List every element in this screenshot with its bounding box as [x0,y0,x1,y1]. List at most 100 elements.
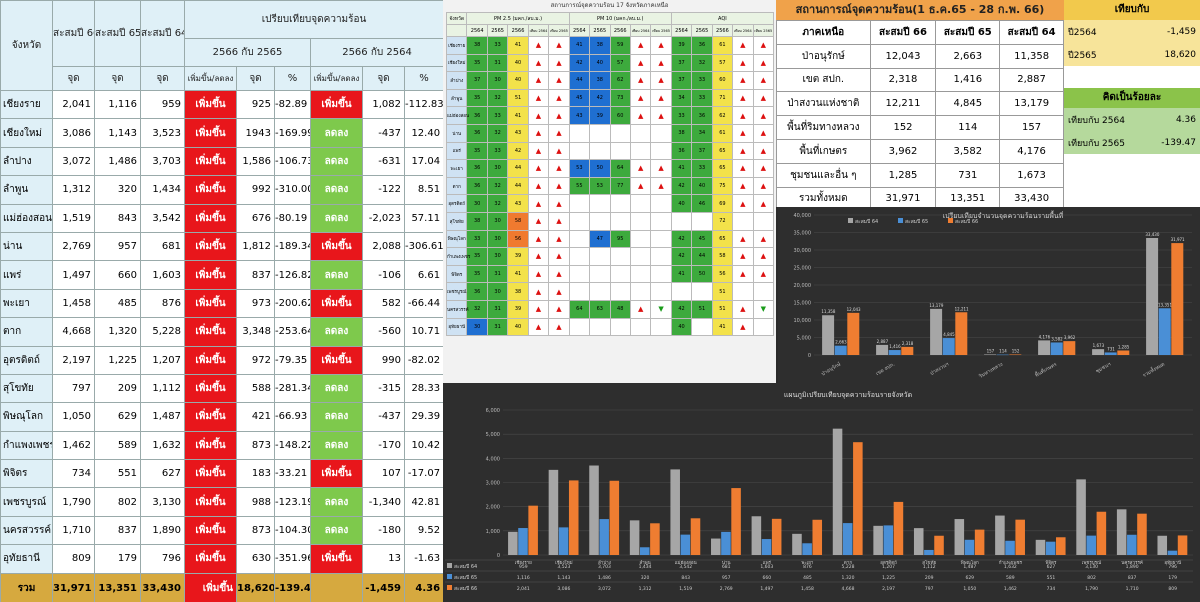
grid-value: 65 [711,141,734,161]
table-value: 2,041 [517,586,530,592]
table-value: 1,632 [1004,564,1017,570]
table-row: สุโขทัย 797 209 1,112 เพิ่มขึ้น 588 -281.34 ลดล… [0,373,443,404]
y-tick-label: 0 [808,353,811,359]
trend-up-icon: ▲ [548,264,570,284]
x-tick-label: ป่าสงวนฯ [929,361,950,377]
status-badge: ลดลง [310,118,363,148]
cell-y65: 209 [94,373,141,404]
trend-up-icon: ▲ [732,141,754,161]
cell-y65: 957 [94,231,141,262]
cell-diff: 1,082 [362,89,405,120]
table-value: 1,487 [963,564,976,570]
trend-up-icon: ▲ [527,282,550,301]
bar-0 [1035,539,1046,555]
grid-value: 44 [507,176,529,196]
cell-pct: -17.07 [403,459,443,489]
grid-empty [629,317,652,337]
trend-up-icon: ▲ [752,123,775,143]
grid-value: 57 [711,53,734,73]
trend-up-icon: ▲ [527,106,550,125]
grid-value [589,264,611,284]
table-value: 3,703 [598,564,611,570]
grid-value: 44 [507,159,529,178]
grid-value [589,317,611,337]
x-tick-label: ริมทางหลวง [978,360,1005,380]
bar-0 [548,469,559,555]
cell-diff: 421 [236,402,275,432]
grid-value: 36 [670,141,693,161]
bar-2 [568,480,579,555]
summary-header: สะสมปี 65 [935,20,1001,45]
status-badge: เพิ่มขึ้น [184,118,237,148]
bar-2 [974,529,985,555]
y-tick-label: 6,000 [486,408,500,414]
grid-value [568,317,591,337]
grid-row: นครสวรรค์ 32 31 39 ▲ ▲ 64 63 48 ▲ ▼ 42 51 51 ▲ ▼ [445,299,775,319]
table-category: นครสวรรค์ [1121,559,1143,566]
grid-value: 64 [609,159,631,178]
table-value: 3,072 [598,586,611,592]
grid-value: 58 [507,211,529,231]
table-value: 2,197 [882,586,895,592]
grid-value: 42 [589,88,611,108]
summary-row: รวมทั้งหมด 31,971 13,351 33,430 [776,186,1064,207]
cell-diff: -315 [362,373,405,404]
bar-0 [984,354,997,355]
cell-y66: 3,072 [52,146,95,177]
cell-y65: 179 [94,544,141,574]
grid-value: 36 [691,106,713,125]
bar-1 [942,338,955,355]
grid-empty [650,317,672,337]
grid-value: 33 [486,141,509,161]
y-tick-label: 5,000 [486,432,500,438]
province-name: อุตรดิตถ์ [0,345,53,375]
summary-value: 2,663 [935,43,1001,69]
grid-value: 39 [507,299,529,319]
cell-y64: 796 [140,544,185,574]
summary-value: 4,845 [935,91,1001,117]
grid-value: 61 [711,36,734,55]
trend-up-icon: ▲ [732,229,754,249]
bar-1 [680,534,691,555]
table-value: 957 [722,575,731,581]
grid-row: น่าน 36 32 43 ▲ ▲ 38 34 61 ▲ ▲ [445,123,775,143]
table-value: 876 [803,564,812,570]
bar-0 [589,465,599,555]
summary-value: 1,416 [935,67,1001,93]
table-value: 843 [681,575,690,581]
status-badge: เพิ่มขึ้น [184,544,237,574]
summary-header: ภาคเหนือ [776,20,871,45]
data-label: 152 [1012,348,1020,353]
bar-1 [1104,352,1117,355]
status-badge: ลดลง [310,430,363,461]
table-row: นครสวรรค์ 1,710 837 1,890 เพิ่มขึ้น 873 -104.3… [0,515,443,546]
cell-y66: 2,769 [52,231,95,262]
bar-2 [1096,511,1107,555]
grid-compare-label: เทียบ 2564 [527,24,550,37]
trend-up-icon: ▲ [527,159,550,178]
grid-value: 40 [507,317,529,337]
province-comparison-chart: แผนภูมิเปรียบเทียบจุดความร้อนรายจังหวัด 0… [443,383,1200,602]
legend-label: สะสมปี 64 [454,563,477,570]
grid-province: เพชรบูรณ์ [445,282,468,301]
grid-value [568,264,591,284]
total-cell: รวม [0,572,53,602]
cell-y66: 4,668 [52,317,95,347]
summary-value: 3,962 [869,138,937,164]
status-badge: เพิ่มขึ้น [310,544,363,574]
grid-empty [629,229,652,249]
bar-1 [761,539,772,555]
summary-value: 114 [935,115,1001,140]
header-y66: สะสมปี 66 [52,0,95,67]
table-value: 1,710 [1126,586,1139,592]
grid-value: 95 [609,229,631,249]
trend-up-icon: ▲ [752,194,775,213]
region-summary: สถานการณ์จุดความร้อน(1 ธ.ค.65 - 28 ก.พ. … [776,0,1200,207]
table-category: เชียงใหม่ [555,560,573,566]
status-badge: เพิ่มขึ้น [310,231,363,262]
grid-value: 33 [486,36,509,55]
grid-empty [752,282,775,301]
grid-value: 38 [466,211,488,231]
table-value: 1,497 [760,586,773,592]
table-category: ลำพูน [639,559,650,566]
